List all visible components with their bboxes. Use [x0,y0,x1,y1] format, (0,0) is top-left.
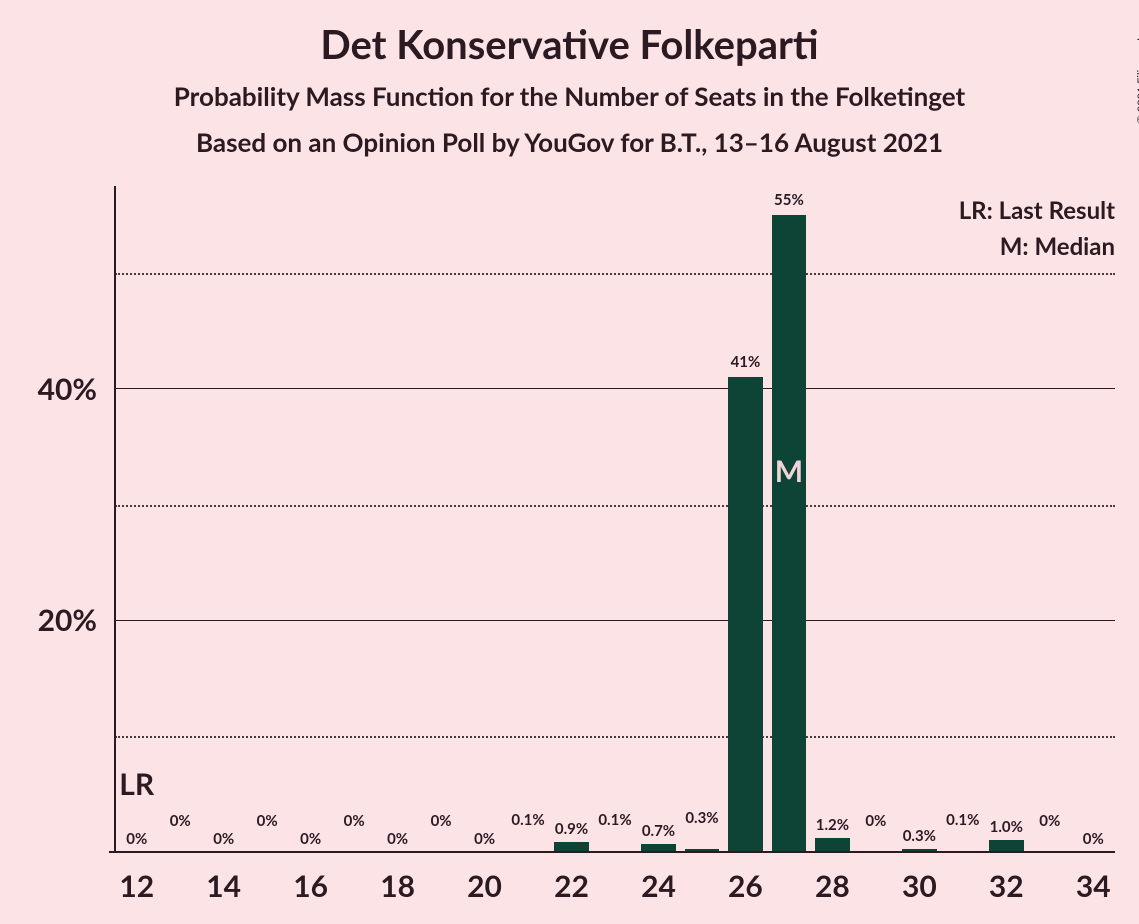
bar-value-label: 0% [150,812,210,830]
bar-value-label: 0% [237,812,297,830]
bar-value-label: 0% [455,830,515,848]
y-axis [114,186,116,852]
bar-value-label: 0% [1063,830,1123,848]
x-tick-label: 34 [1053,868,1133,904]
x-tick-label: 32 [966,868,1046,904]
bar-value-label: 41% [715,353,775,371]
bar-value-label: 0% [194,830,254,848]
marker-last-result: LR [107,766,167,802]
bar-value-label: 0% [368,830,428,848]
bar-value-label: 0% [411,812,471,830]
x-axis [109,851,1115,853]
chart-title: Det Konservative Folkeparti [0,20,1139,68]
copyright-text: © 2021 Filip van Laenen [1135,6,1139,124]
chart-subtitle-1: Probability Mass Function for the Number… [0,80,1139,112]
y-tick-label: 40% [0,371,97,407]
chart-subtitle-2: Based on an Opinion Poll by YouGov for B… [0,126,1139,158]
marker-median: M [769,453,809,489]
bar-value-label: 0% [281,830,341,848]
x-tick-label: 26 [705,868,785,904]
x-tick-label: 22 [532,868,612,904]
x-tick-label: 30 [879,868,959,904]
bar-value-label: 0.3% [672,809,732,827]
x-tick-label: 24 [618,868,698,904]
bar [772,215,807,852]
x-tick-label: 28 [792,868,872,904]
bar-value-label: 0.3% [889,827,949,845]
chart-canvas: Det Konservative Folkeparti Probability … [0,0,1139,924]
x-tick-label: 20 [445,868,525,904]
bar-value-label: 0% [324,812,384,830]
x-tick-label: 18 [358,868,438,904]
legend-last-result: LR: Last Result [115,196,1115,225]
plot-area: 0%0%0%0%0%0%0%0%0%0.1%0.9%0.1%0.7%0.3%41… [115,192,1115,852]
bar-value-label: 0% [1020,812,1080,830]
bar [815,838,850,852]
x-tick-label: 14 [184,868,264,904]
legend-median: M: Median [115,232,1115,261]
y-tick-label: 20% [0,602,97,638]
bars-layer: 0%0%0%0%0%0%0%0%0%0.1%0.9%0.1%0.7%0.3%41… [115,192,1115,852]
bar [728,377,763,852]
x-tick-label: 16 [271,868,351,904]
x-tick-label: 12 [97,868,177,904]
